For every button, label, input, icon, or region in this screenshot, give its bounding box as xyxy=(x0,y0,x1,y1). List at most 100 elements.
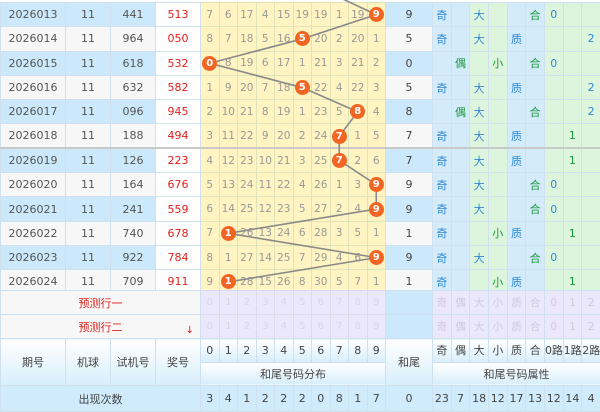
prediction-label: 预测行二↓ xyxy=(1,315,201,339)
prediction-attr-cell[interactable]: 大 xyxy=(470,315,489,339)
prediction-attr-cell[interactable]: 奇 xyxy=(433,291,452,315)
header-attr: 偶 xyxy=(451,339,470,363)
header-digit: 7 xyxy=(330,339,349,363)
attribute-cell xyxy=(507,100,526,124)
attribute-cell xyxy=(507,51,526,75)
prediction-digit-cell[interactable]: 0 xyxy=(201,315,220,339)
header-dist-title: 和尾号码分布 xyxy=(201,362,386,386)
prediction-attr-cell[interactable]: 1 xyxy=(563,315,582,339)
count-digit: 8 xyxy=(330,386,349,412)
miss-count-cell: 13 xyxy=(256,221,275,245)
prediction-digit-cell[interactable]: 5 xyxy=(293,291,312,315)
miss-count-cell: 9 xyxy=(256,124,275,148)
count-digit: 4 xyxy=(219,386,238,412)
miss-count-cell: 5 xyxy=(367,124,386,148)
attribute-cell xyxy=(526,148,545,172)
prediction-digit-cell[interactable]: 6 xyxy=(312,315,331,339)
attribute-cell: 1 xyxy=(563,221,582,245)
prediction-attr-cell[interactable]: 奇 xyxy=(433,315,452,339)
ball-cell: 11 xyxy=(66,3,111,27)
attribute-cell xyxy=(488,75,507,99)
miss-count-cell: 19 xyxy=(349,3,368,27)
header-test: 试机号 xyxy=(111,339,156,386)
miss-count-cell: 3 xyxy=(349,173,368,197)
prediction-attr-cell[interactable]: 质 xyxy=(507,291,526,315)
attribute-cell xyxy=(563,3,582,27)
prediction-digit-cell[interactable]: 0 xyxy=(201,291,220,315)
miss-count-cell: 4 xyxy=(330,75,349,99)
sum-tail-cell: 5 xyxy=(386,27,433,51)
prediction-attr-cell[interactable]: 0 xyxy=(544,315,563,339)
header-digit: 6 xyxy=(312,339,331,363)
miss-count-cell: 2 xyxy=(330,197,349,221)
attribute-cell xyxy=(582,51,600,75)
sum-tail-cell: 9 xyxy=(386,197,433,221)
prediction-digit-cell[interactable]: 9 xyxy=(367,315,386,339)
header-attr: 1路 xyxy=(563,339,582,363)
prediction-digit-cell[interactable]: 7 xyxy=(330,291,349,315)
attribute-cell xyxy=(582,221,600,245)
prediction-digit-cell[interactable]: 3 xyxy=(256,291,275,315)
prediction-digit-cell[interactable]: 2 xyxy=(238,315,257,339)
prediction-attr-cell[interactable]: 2 xyxy=(582,315,600,339)
header-attr: 质 xyxy=(507,339,526,363)
prediction-attr-cell[interactable]: 1 xyxy=(563,291,582,315)
prediction-digit-cell[interactable]: 5 xyxy=(293,315,312,339)
attribute-cell: 奇 xyxy=(433,148,452,172)
miss-count-cell: 28 xyxy=(312,221,331,245)
count-attr: 17 xyxy=(507,386,526,412)
prediction-digit-cell[interactable]: 1 xyxy=(219,315,238,339)
ball-cell: 11 xyxy=(66,148,111,172)
prediction-digit-cell[interactable]: 3 xyxy=(256,315,275,339)
ball-cell: 11 xyxy=(66,173,111,197)
prediction-attr-cell[interactable]: 合 xyxy=(526,291,545,315)
prediction-attr-cell[interactable]: 小 xyxy=(488,291,507,315)
miss-count-cell: 4 xyxy=(349,197,368,221)
miss-count-cell: 24 xyxy=(238,173,257,197)
count-digit: 2 xyxy=(293,386,312,412)
prediction-attr-cell[interactable]: 大 xyxy=(470,291,489,315)
prediction-attr-cell[interactable]: 0 xyxy=(544,291,563,315)
prediction-digit-cell[interactable]: 4 xyxy=(275,291,294,315)
attribute-cell: 大 xyxy=(470,197,489,221)
prediction-attr-cell[interactable]: 小 xyxy=(488,315,507,339)
arrow-down-icon[interactable]: ↓ xyxy=(186,325,194,336)
prediction-attr-cell[interactable]: 质 xyxy=(507,315,526,339)
prediction-digit-cell[interactable]: 4 xyxy=(275,315,294,339)
period-cell: 2026020 xyxy=(1,173,66,197)
attribute-cell xyxy=(507,3,526,27)
miss-count-cell: 24 xyxy=(275,221,294,245)
attribute-cell xyxy=(526,221,545,245)
attribute-cell xyxy=(507,245,526,269)
miss-count-cell: 1 xyxy=(330,3,349,27)
miss-count-cell: 20 xyxy=(238,75,257,99)
period-cell: 2026016 xyxy=(1,75,66,99)
prediction-digit-cell[interactable]: 6 xyxy=(312,291,331,315)
attribute-cell xyxy=(451,75,470,99)
attribute-cell: 奇 xyxy=(433,173,452,197)
attribute-cell: 0 xyxy=(544,3,563,27)
miss-count-cell: 22 xyxy=(312,75,331,99)
prediction-attr-cell[interactable]: 2 xyxy=(582,291,600,315)
attribute-cell: 2 xyxy=(582,75,600,99)
prediction-attr-cell[interactable]: 偶 xyxy=(451,315,470,339)
miss-count-cell: 7 xyxy=(293,245,312,269)
miss-count-cell: 3 xyxy=(330,221,349,245)
header-attr: 合 xyxy=(526,339,545,363)
prediction-digit-cell[interactable]: 8 xyxy=(349,291,368,315)
prediction-digit-cell[interactable]: 8 xyxy=(349,315,368,339)
prediction-digit-cell[interactable]: 2 xyxy=(238,291,257,315)
prediction-attr-cell[interactable]: 偶 xyxy=(451,291,470,315)
prediction-digit-cell[interactable]: 9 xyxy=(367,291,386,315)
prediction-digit-cell[interactable]: 1 xyxy=(219,291,238,315)
count-attr: 23 xyxy=(433,386,452,412)
prediction-tail-cell xyxy=(386,291,433,315)
prediction-attr-cell[interactable]: 合 xyxy=(526,315,545,339)
prediction-digit-cell[interactable]: 7 xyxy=(330,315,349,339)
miss-count-cell: 12 xyxy=(219,148,238,172)
miss-count-cell: 22 xyxy=(349,75,368,99)
